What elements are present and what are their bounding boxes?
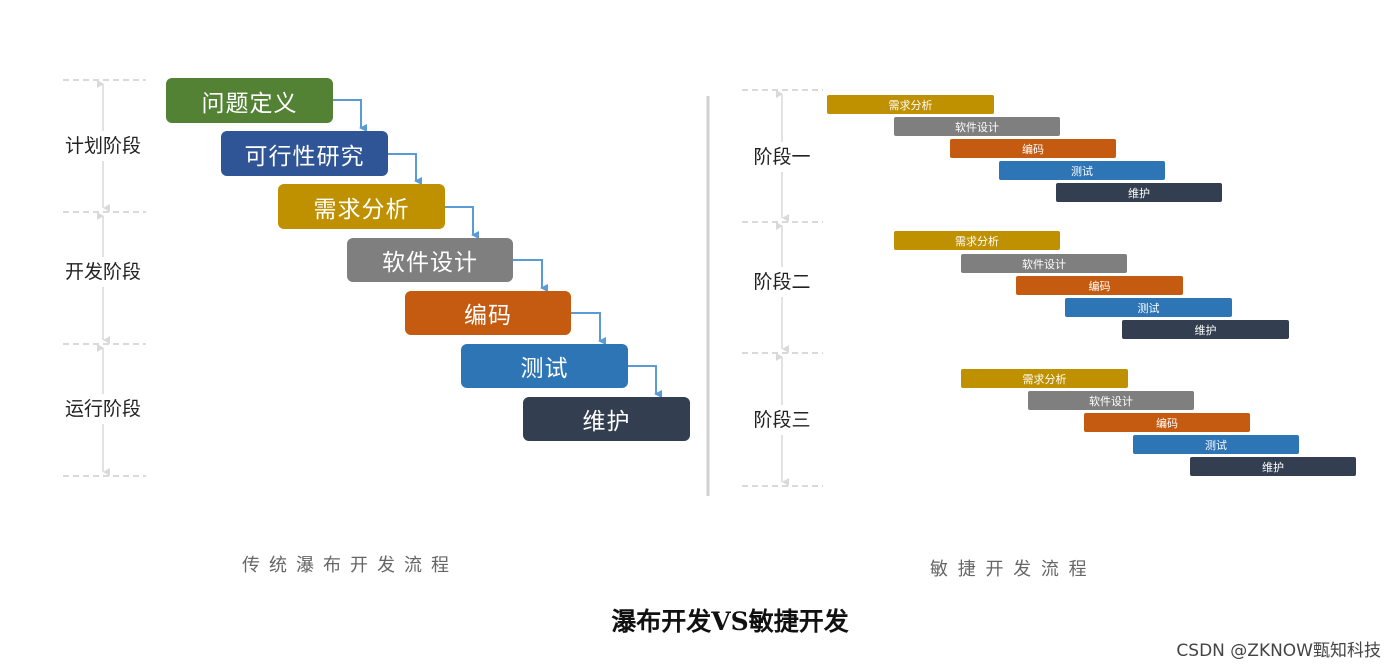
- agile-caption: 敏 捷 开 发 流 程: [930, 559, 1089, 580]
- agile-3-maintenance: 维护: [1190, 457, 1356, 476]
- agile-3-requirements: 需求分析: [961, 369, 1128, 388]
- agile-1-design: 软件设计: [894, 117, 1060, 136]
- agile-phase-3: 阶段三: [742, 405, 822, 435]
- agile-2-maintenance: 维护: [1122, 320, 1289, 339]
- waterfall-step-testing: 测试: [461, 344, 628, 388]
- waterfall-phase-plan: 计划阶段: [56, 131, 150, 161]
- waterfall-step-design: 软件设计: [347, 238, 513, 282]
- agile-2-coding: 编码: [1016, 276, 1183, 295]
- waterfall-phase-operate: 运行阶段: [56, 394, 150, 424]
- agile-1-maintenance: 维护: [1056, 183, 1222, 202]
- agile-2-requirements: 需求分析: [894, 231, 1060, 250]
- waterfall-step-coding: 编码: [405, 291, 571, 335]
- waterfall-step-requirements: 需求分析: [278, 184, 445, 229]
- agile-2-design: 软件设计: [961, 254, 1127, 273]
- waterfall-phase-develop: 开发阶段: [56, 257, 150, 287]
- agile-1-requirements: 需求分析: [827, 95, 994, 114]
- agile-phase-2: 阶段二: [742, 267, 822, 297]
- agile-3-coding: 编码: [1084, 413, 1250, 432]
- agile-phase-1: 阶段一: [742, 142, 822, 172]
- figure-title: 瀑布开发VS敏捷开发: [611, 607, 849, 636]
- waterfall-step-maintenance: 维护: [523, 397, 690, 441]
- agile-1-testing: 测试: [999, 161, 1165, 180]
- agile-3-testing: 测试: [1133, 435, 1299, 454]
- watermark: CSDN @ZKNOW甄知科技: [1176, 641, 1381, 661]
- waterfall-flow-arrows: [333, 99, 662, 398]
- agile-1-coding: 编码: [950, 139, 1116, 158]
- waterfall-step-problem-definition: 问题定义: [166, 78, 333, 123]
- waterfall-step-feasibility: 可行性研究: [221, 131, 388, 176]
- waterfall-caption: 传统瀑布开发流程: [242, 555, 458, 576]
- agile-3-design: 软件设计: [1028, 391, 1194, 410]
- agile-2-testing: 测试: [1065, 298, 1232, 317]
